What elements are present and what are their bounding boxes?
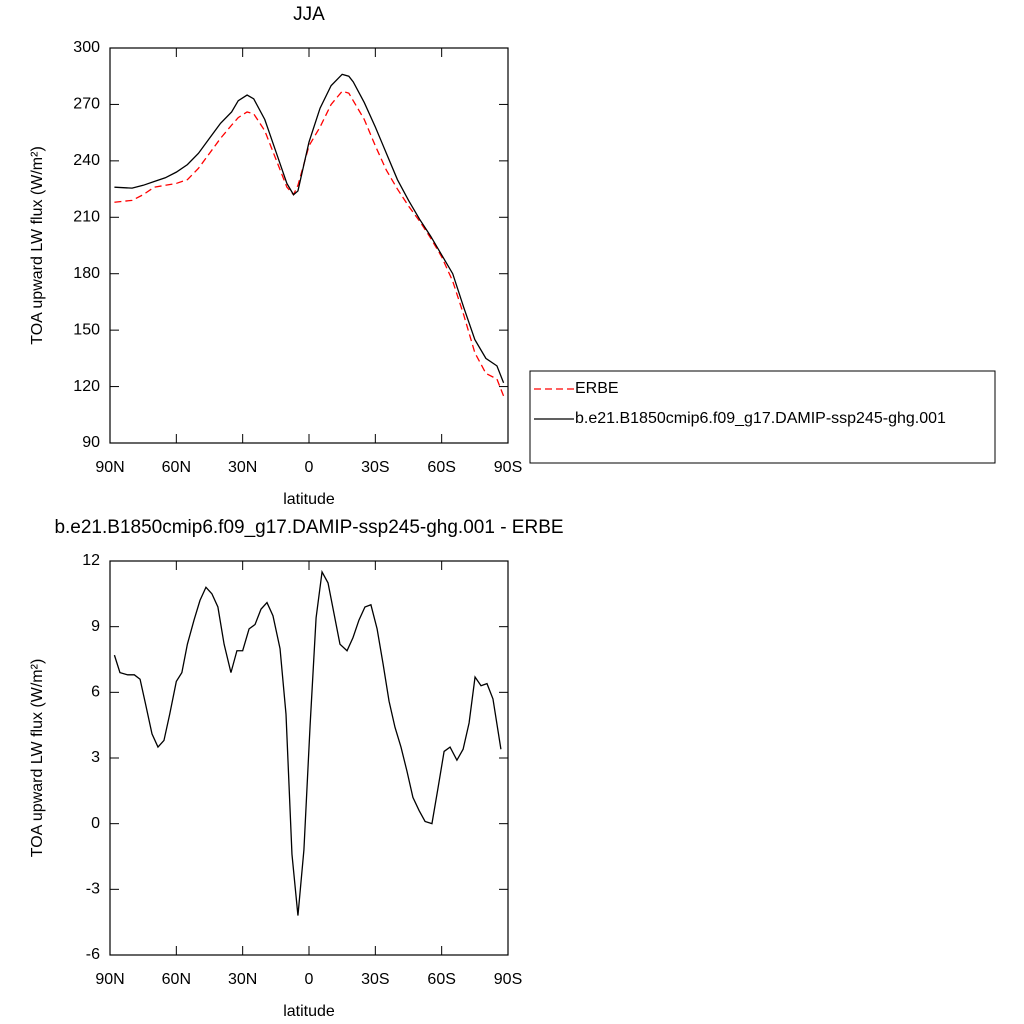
x-tick-label: 90S [494, 459, 522, 476]
y-tick-label: 6 [91, 684, 100, 701]
plot-frame [109, 560, 509, 956]
x-tick-label: 30S [361, 971, 389, 988]
x-tick-label: 90N [95, 971, 124, 988]
y-tick-label: 120 [73, 378, 100, 395]
y-axis-label: TOA upward LW flux (W/m²) [29, 659, 46, 858]
x-axis-label: latitude [283, 491, 335, 508]
x-tick-label: 60S [427, 971, 455, 988]
y-tick-label: 180 [73, 265, 100, 282]
x-axis-label: latitude [283, 1003, 335, 1020]
x-tick-label: 90S [494, 971, 522, 988]
x-tick-label: 90N [95, 459, 124, 476]
y-tick-label: -6 [86, 946, 100, 963]
legend-label: b.e21.B1850cmip6.f09_g17.DAMIP-ssp245-gh… [575, 410, 946, 427]
y-tick-label: -3 [86, 881, 100, 898]
y-tick-label: 270 [73, 96, 100, 113]
y-tick-label: 150 [73, 321, 100, 338]
data-line [113, 569, 502, 916]
x-tick-label: 30N [228, 971, 257, 988]
x-tick-label: 0 [305, 459, 314, 476]
y-tick-label: 210 [73, 209, 100, 226]
chart-title: JJA [293, 4, 325, 25]
y-tick-label: 90 [82, 434, 100, 451]
legend-box [529, 370, 996, 464]
chart-title: b.e21.B1850cmip6.f09_g17.DAMIP-ssp245-gh… [54, 517, 563, 538]
data-line [114, 73, 505, 384]
x-tick-label: 60N [162, 459, 191, 476]
x-tick-label: 60S [427, 459, 455, 476]
x-tick-label: 30S [361, 459, 389, 476]
plot-frame [109, 47, 509, 444]
data-line [114, 90, 505, 397]
x-tick-label: 60N [162, 971, 191, 988]
y-tick-label: 240 [73, 152, 100, 169]
x-tick-label: 30N [228, 459, 257, 476]
y-tick-label: 12 [82, 552, 100, 569]
y-axis-label: TOA upward LW flux (W/m²) [29, 146, 46, 345]
y-tick-label: 9 [91, 618, 100, 635]
legend-label: ERBE [575, 380, 619, 397]
x-tick-label: 0 [305, 971, 314, 988]
y-tick-label: 0 [91, 815, 100, 832]
y-tick-label: 300 [73, 39, 100, 56]
y-tick-label: 3 [91, 749, 100, 766]
